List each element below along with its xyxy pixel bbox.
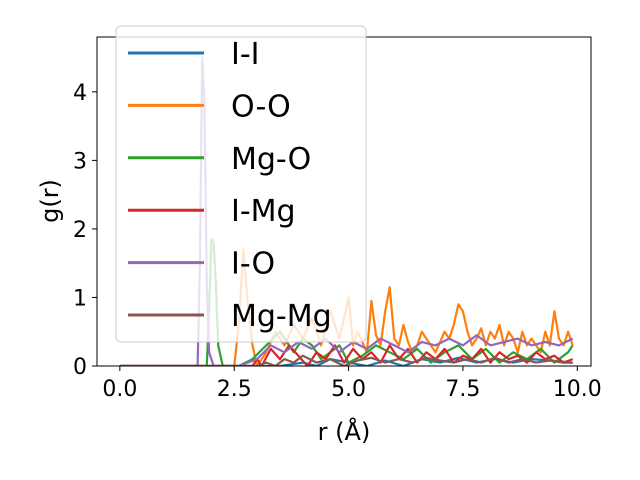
- x-tick-label: 0.0: [102, 377, 137, 402]
- x-axis-label: r (Å): [318, 417, 371, 446]
- y-tick-label: 1: [73, 286, 87, 311]
- legend-label: I-O: [231, 247, 275, 282]
- x-axis: 0.0 2.5 5.0 7.5 10.0: [102, 366, 602, 402]
- legend-box: [115, 25, 367, 343]
- x-tick-label: 10.0: [553, 377, 602, 402]
- y-tick-label: 3: [73, 149, 87, 174]
- legend-label: O-O: [231, 89, 291, 124]
- series-line-mg-o: [119, 238, 574, 366]
- y-tick-label: 4: [73, 81, 87, 106]
- x-tick-label: 2.5: [217, 377, 252, 402]
- y-axis: 0 1 2 3 4: [73, 81, 97, 380]
- y-tick-label: 0: [73, 355, 87, 380]
- legend-label: Mg-O: [231, 142, 311, 177]
- x-tick-label: 7.5: [445, 377, 480, 402]
- y-axis-label: g(r): [36, 179, 64, 223]
- legend-label: I-Mg: [231, 194, 296, 229]
- legend-label: Mg-Mg: [231, 299, 332, 334]
- series-line-mg-mg: [119, 354, 573, 366]
- legend-label: I-I: [231, 37, 260, 72]
- legend: I-I O-O Mg-O I-Mg I-O Mg-Mg: [115, 25, 367, 343]
- y-tick-label: 2: [73, 218, 87, 243]
- x-tick-label: 5.0: [331, 377, 366, 402]
